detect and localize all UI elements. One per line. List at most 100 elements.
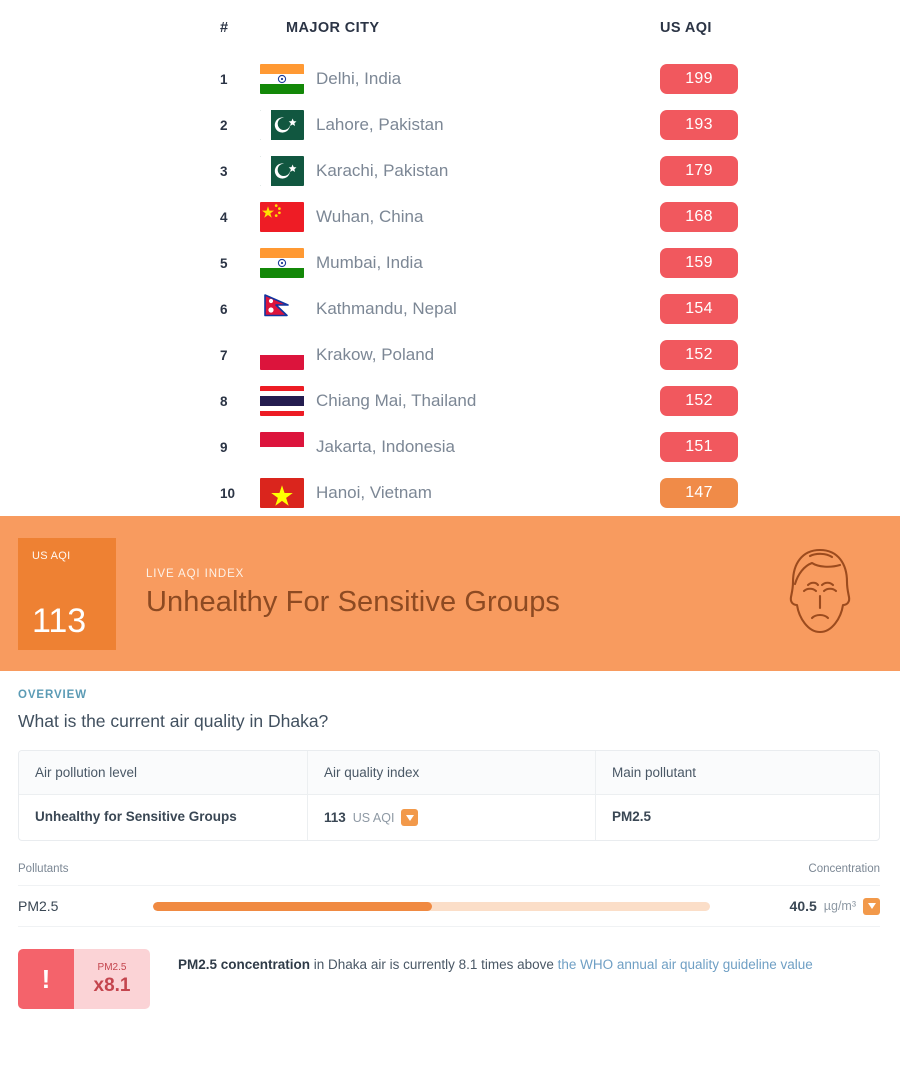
status-badge: 154 [660, 294, 738, 324]
pollutant-bar [153, 901, 730, 911]
flag-pakistan-icon [248, 110, 316, 140]
rank-number: 6 [220, 301, 228, 317]
table-row[interactable]: 10 Hanoi, Vietnam 147 [0, 470, 900, 516]
aqi-cell: 159 [660, 248, 900, 278]
info-value-main-pollutant: PM2.5 [595, 795, 879, 840]
who-guideline-block: ! PM2.5 x8.1 PM2.5 concentration in Dhak… [18, 949, 882, 1009]
city-name: Chiang Mai, Thailand [316, 391, 477, 410]
overview-section: OVERVIEW What is the current air quality… [0, 671, 900, 841]
info-table-body-row: Unhealthy for Sensitive Groups 113 US AQ… [19, 794, 879, 840]
table-row[interactable]: 1 Delhi, India 199 [0, 56, 900, 102]
rank-number: 4 [220, 209, 228, 225]
rank-number: 1 [220, 71, 228, 87]
flag-vietnam-icon [248, 478, 316, 508]
flag-india-icon [248, 248, 316, 278]
overview-kicker: OVERVIEW [18, 689, 87, 701]
aqi-cell: 152 [660, 386, 900, 416]
info-value-pollution-level: Unhealthy for Sensitive Groups [35, 809, 237, 824]
flag-indonesia-icon [248, 432, 316, 462]
list-item: PM2.5 40.5 µg/m³ [18, 885, 880, 927]
flag-pakistan-icon [248, 156, 316, 186]
aqi-cell: 152 [660, 340, 900, 370]
exclamation-icon: ! [18, 949, 74, 1009]
aqi-cell: 193 [660, 110, 900, 140]
city-name: Lahore, Pakistan [316, 115, 444, 134]
ranking-rows-container: 1 Delhi, India 199 2 Lahore, Pakistan 193 3 Kar… [0, 56, 900, 516]
city-name: Krakow, Poland [316, 345, 435, 364]
air-quality-info-table: Air pollution level Air quality index Ma… [18, 750, 880, 841]
city-name: Wuhan, China [316, 207, 424, 226]
ranking-header-row: # MAJOR CITY US AQI [0, 0, 900, 56]
status-badge: 199 [660, 64, 738, 94]
sad-face-icon [782, 544, 858, 647]
table-row[interactable]: 3 Karachi, Pakistan 179 [0, 148, 900, 194]
live-aqi-banner: US AQI 113 LIVE AQI INDEX Unhealthy For … [0, 516, 900, 671]
info-aqi-unit: US AQI [352, 810, 395, 825]
status-badge: 159 [660, 248, 738, 278]
table-row[interactable]: 5 Mumbai, India 159 [0, 240, 900, 286]
table-row[interactable]: 6 Kathmandu, Nepal 154 [0, 286, 900, 332]
status-badge: 152 [660, 386, 738, 416]
rank-number: 8 [220, 393, 228, 409]
aqi-cell: 199 [660, 64, 900, 94]
info-header-main-pollutant: Main pollutant [595, 751, 879, 794]
info-header-pollution-level: Air pollution level [35, 765, 138, 780]
pollutants-header: Pollutants Concentration [18, 863, 880, 885]
who-multiplier-group: PM2.5 x8.1 [74, 949, 150, 1009]
status-badge: 147 [660, 478, 738, 508]
aqi-cell: 179 [660, 156, 900, 186]
table-row[interactable]: 7 Krakow, Poland 152 [0, 332, 900, 378]
flag-thailand-icon [248, 386, 316, 416]
us-aqi-value-box: US AQI 113 [18, 537, 116, 650]
banner-text-group: LIVE AQI INDEX Unhealthy For Sensitive G… [146, 568, 560, 619]
table-row[interactable]: 9 Jakarta, Indonesia 151 [0, 424, 900, 470]
flag-poland-icon [248, 340, 316, 370]
status-badge: 151 [660, 432, 738, 462]
info-aqi-number: 113 [324, 810, 346, 825]
pollutant-concentration: 40.5 µg/m³ [730, 897, 880, 915]
banner-title: Unhealthy For Sensitive Groups [146, 586, 561, 618]
status-badge: 193 [660, 110, 738, 140]
who-text-bold: PM2.5 concentration [178, 957, 311, 972]
chevron-down-icon [405, 814, 414, 821]
status-badge: 179 [660, 156, 738, 186]
rank-number: 7 [220, 347, 228, 363]
concentration-unit: µg/m³ [823, 899, 856, 913]
overview-question: What is the current air quality in Dhaka… [18, 711, 329, 731]
who-multiplier-badge: ! PM2.5 x8.1 [18, 949, 150, 1009]
pollutant-bar-fill [153, 901, 432, 911]
rank-number: 9 [220, 439, 228, 455]
us-aqi-box-value: 113 [32, 601, 87, 640]
table-row[interactable]: 4 Wuhan, China 168 [0, 194, 900, 240]
who-guideline-link[interactable]: the WHO annual air quality guideline val… [557, 957, 813, 972]
who-badge-multiplier: x8.1 [93, 974, 131, 996]
info-value-air-quality-index: 113 US AQI [307, 795, 595, 840]
column-header-rank: # [220, 20, 229, 36]
city-name: Karachi, Pakistan [316, 161, 449, 180]
aqi-cell: 168 [660, 202, 900, 232]
who-badge-pollutant-label: PM2.5 [97, 961, 127, 973]
chevron-down-icon [867, 903, 876, 909]
aqi-cell: 151 [660, 432, 900, 462]
aqi-cell: 147 [660, 478, 900, 508]
pollutants-label: Pollutants [18, 863, 69, 875]
rank-number: 3 [220, 163, 228, 179]
concentration-label: Concentration [808, 863, 880, 875]
flag-china-icon [248, 202, 316, 232]
pollutant-name: PM2.5 [18, 898, 59, 914]
aqi-dropdown-button[interactable] [401, 809, 419, 826]
info-header-air-quality-index: Air quality index [307, 751, 595, 794]
column-header-aqi: US AQI [660, 20, 712, 36]
us-aqi-box-label: US AQI [32, 549, 71, 562]
city-name: Mumbai, India [316, 253, 423, 272]
pollutant-dropdown-button[interactable] [863, 897, 880, 915]
table-row[interactable]: 8 Chiang Mai, Thailand 152 [0, 378, 900, 424]
table-row[interactable]: 2 Lahore, Pakistan 193 [0, 102, 900, 148]
pollutant-rows-container: PM2.5 40.5 µg/m³ [18, 885, 880, 927]
flag-india-icon [248, 64, 316, 94]
flag-nepal-icon [248, 294, 316, 324]
city-name: Kathmandu, Nepal [316, 299, 457, 318]
pollutants-section: Pollutants Concentration PM2.5 40.5 µg/m³ [18, 863, 880, 927]
rank-number: 10 [220, 485, 236, 501]
status-badge: 152 [660, 340, 738, 370]
